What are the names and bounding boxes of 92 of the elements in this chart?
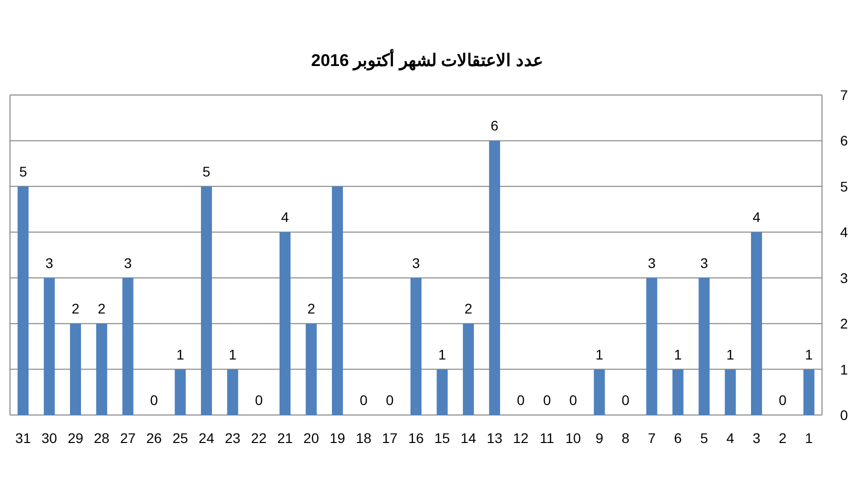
data-label: 0: [254, 392, 263, 408]
bar: [489, 140, 500, 415]
bar: [70, 324, 81, 415]
data-label: 3: [648, 254, 656, 271]
bar: [174, 369, 186, 415]
x-tick-label: 25: [172, 430, 188, 446]
bar: [96, 324, 108, 415]
y-tick-label: 7: [840, 87, 848, 103]
x-tick-label: 15: [434, 430, 450, 446]
x-tick-label: 8: [622, 430, 630, 446]
x-tick-label: 4: [726, 430, 734, 446]
data-label: 2: [307, 300, 316, 317]
bar: [594, 369, 605, 415]
x-tick-label: 23: [224, 430, 241, 446]
bar: [44, 278, 55, 415]
x-tick-label: 27: [120, 430, 136, 446]
data-label: 5: [19, 163, 28, 180]
x-tick-label: 26: [146, 430, 162, 446]
data-label: 3: [412, 254, 420, 271]
bar: [332, 186, 343, 415]
bar: [227, 369, 238, 415]
data-label: 2: [72, 300, 80, 317]
bar: [410, 278, 422, 415]
bar: [436, 369, 448, 415]
y-tick-label: 0: [840, 407, 848, 423]
x-tick-label: 7: [648, 430, 656, 446]
x-tick-label: 12: [512, 430, 529, 446]
x-tick-label: 22: [251, 430, 267, 446]
bar: [803, 369, 814, 415]
bar: [122, 278, 134, 415]
x-tick-label: 6: [674, 430, 682, 446]
y-tick-label: 1: [840, 361, 848, 378]
bar: [462, 324, 474, 415]
x-tick-label: 30: [42, 430, 58, 446]
bar: [751, 232, 762, 415]
x-tick-label: 9: [595, 430, 604, 446]
bar: [306, 324, 317, 415]
x-tick-label: 31: [15, 430, 32, 446]
bar: [200, 186, 212, 415]
data-label: 0: [543, 392, 552, 408]
data-label: 0: [778, 392, 787, 408]
x-tick-label: 16: [408, 430, 424, 446]
data-label: 6: [490, 118, 499, 134]
data-label: 4: [281, 209, 290, 226]
x-tick-label: 20: [303, 430, 320, 446]
data-label: 0: [622, 392, 630, 408]
bar: [724, 369, 736, 415]
y-tick-label: 2: [840, 316, 848, 332]
x-tick-label: 17: [382, 430, 398, 446]
data-label: 0: [516, 392, 525, 408]
x-tick-label: 1: [805, 430, 814, 446]
bar: [672, 369, 684, 415]
data-label: 0: [386, 392, 394, 408]
bar: [646, 278, 658, 415]
data-label: 2: [464, 300, 472, 317]
x-tick-label: 2: [778, 430, 787, 446]
bar: [698, 278, 710, 415]
data-label: 3: [700, 254, 708, 271]
x-tick-label: 14: [460, 430, 476, 446]
data-label: 4: [752, 209, 761, 226]
bar: [18, 186, 29, 415]
data-label: 1: [674, 346, 682, 362]
data-label: 1: [438, 346, 446, 362]
data-label: 1: [595, 346, 604, 362]
data-label: 1: [805, 346, 814, 362]
x-tick-label: 13: [486, 430, 503, 446]
chart-title: عدد الاعتقالات لشهر أكتوبر 2016: [311, 48, 543, 71]
x-tick-label: 3: [752, 430, 761, 446]
y-tick-label: 4: [840, 224, 848, 240]
data-label: 0: [569, 392, 578, 408]
data-label: 1: [228, 346, 237, 362]
y-tick-label: 5: [840, 178, 848, 194]
x-tick-label: 18: [356, 430, 372, 446]
data-label: 1: [726, 346, 734, 362]
x-tick-label: 10: [565, 430, 582, 446]
x-tick-label: 29: [68, 430, 84, 446]
x-tick-label: 5: [700, 430, 708, 446]
y-tick-label: 6: [840, 132, 848, 149]
bar: [280, 232, 291, 415]
data-label: 2: [98, 300, 106, 317]
data-label: 3: [45, 254, 54, 271]
x-tick-label: 11: [540, 430, 554, 446]
data-label: 3: [124, 254, 132, 271]
x-tick-label: 21: [277, 430, 294, 446]
data-label: 1: [176, 346, 184, 362]
data-label: 5: [202, 163, 211, 180]
data-label: 0: [360, 392, 368, 408]
data-label: 0: [150, 392, 158, 408]
y-tick-label: 3: [840, 270, 848, 286]
x-tick-label: 28: [94, 430, 110, 446]
x-tick-label: 19: [330, 430, 346, 446]
x-tick-label: 24: [198, 430, 214, 446]
